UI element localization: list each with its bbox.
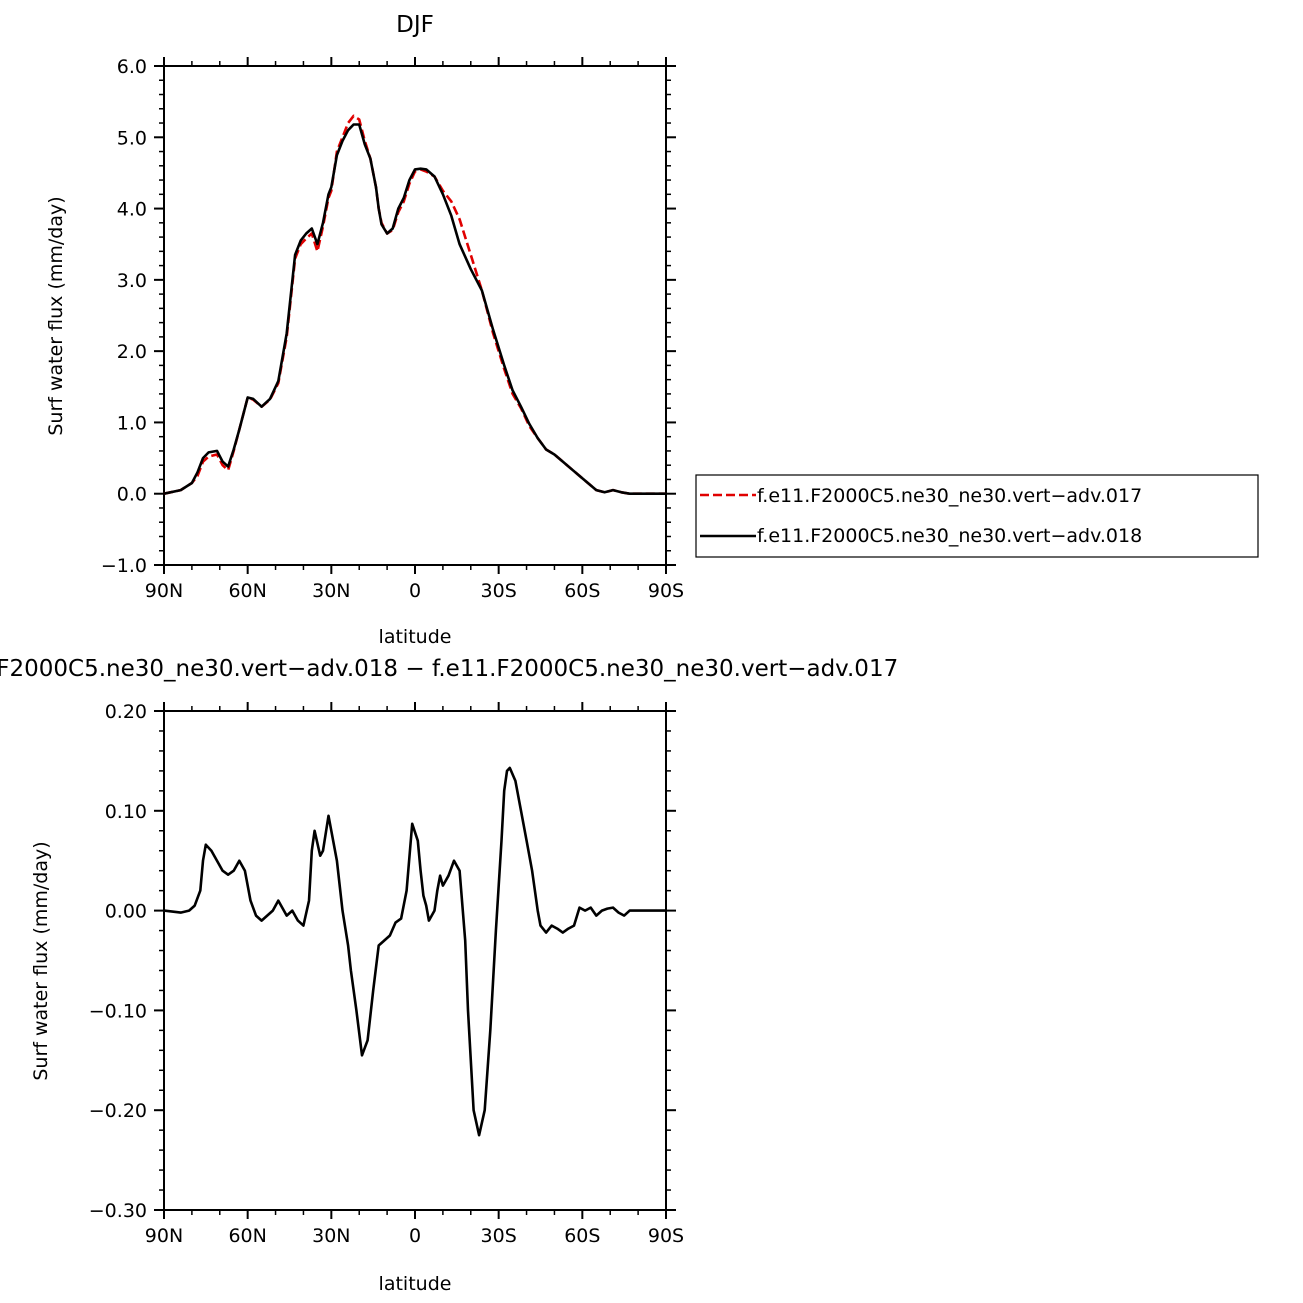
top-x-tick-label: 90N bbox=[145, 580, 183, 602]
bottom-y-tick-label: −0.10 bbox=[89, 1000, 147, 1022]
top-y-tick-label: −1.0 bbox=[101, 555, 147, 577]
top-series-lines bbox=[163, 114, 666, 495]
top-x-axis-label: latitude bbox=[379, 626, 452, 648]
top-y-tick-label: 3.0 bbox=[117, 270, 147, 292]
top-y-tick-label: 2.0 bbox=[117, 341, 147, 363]
bottom-series-line bbox=[163, 766, 666, 1137]
legend-box bbox=[695, 474, 1259, 558]
top-chart-title: DJF bbox=[396, 12, 434, 38]
top-x-tick-label: 60N bbox=[228, 580, 266, 602]
top-axes: 90N 60N 30N 0 30S 60S 90S −1.0 0.0 1.0 2.0 3.0 4.0 5.… bbox=[101, 56, 684, 602]
top-x-tick-label: 0 bbox=[409, 580, 421, 602]
bottom-series-line-0 bbox=[163, 766, 666, 1137]
bottom-plot-frame bbox=[163, 710, 667, 1211]
bottom-y-tick-label: −0.30 bbox=[89, 1200, 147, 1222]
top-y-tick-label: 1.0 bbox=[117, 412, 147, 434]
bottom-y-tick-label: 0.10 bbox=[105, 801, 147, 823]
legend: f.e11.F2000C5.ne30_ne30.vert−adv.017 f.e… bbox=[695, 474, 1259, 558]
bottom-chart-title: f.e11.F2000C5.ne30_ne30.vert−adv.018 − f… bbox=[0, 656, 898, 682]
bottom-x-tick-label: 30N bbox=[312, 1225, 350, 1247]
top-series-line-1 bbox=[163, 123, 666, 495]
bottom-y-tick-label: 0.20 bbox=[105, 701, 147, 723]
bottom-y-tick-label: −0.20 bbox=[89, 1100, 147, 1122]
bottom-y-tick-label: 0.00 bbox=[105, 901, 147, 923]
top-plot-frame bbox=[163, 65, 667, 566]
legend-label-018: f.e11.F2000C5.ne30_ne30.vert−adv.018 bbox=[757, 525, 1142, 547]
bottom-x-tick-label: 90N bbox=[145, 1225, 183, 1247]
bottom-x-tick-label: 60N bbox=[228, 1225, 266, 1247]
top-y-tick-label: 5.0 bbox=[117, 127, 147, 149]
top-x-tick-label: 30S bbox=[481, 580, 517, 602]
bottom-y-axis-label: Surf water flux (mm/day) bbox=[30, 841, 52, 1080]
top-panel: DJF 90N 60N 30N 0 30S 60S 90S −1.0 0.0 1.0 2.0 3.0 4… bbox=[45, 12, 684, 648]
top-y-tick-label: 6.0 bbox=[117, 56, 147, 78]
top-x-tick-label: 90S bbox=[648, 580, 684, 602]
top-x-tick-label: 30N bbox=[312, 580, 350, 602]
bottom-x-axis-label: latitude bbox=[379, 1273, 452, 1295]
bottom-x-tick-label: 90S bbox=[648, 1225, 684, 1247]
bottom-x-tick-label: 60S bbox=[564, 1225, 600, 1247]
top-y-tick-label: 4.0 bbox=[117, 199, 147, 221]
top-y-axis-label: Surf water flux (mm/day) bbox=[45, 196, 67, 435]
bottom-axes: 90N 60N 30N 0 30S 60S 90S −0.30 −0.20 −0.10 0.00 0.… bbox=[89, 701, 684, 1247]
bottom-x-tick-label: 0 bbox=[409, 1225, 421, 1247]
top-x-tick-label: 60S bbox=[564, 580, 600, 602]
top-series-line-0 bbox=[163, 114, 666, 495]
top-y-tick-label: 0.0 bbox=[117, 484, 147, 506]
bottom-x-tick-label: 30S bbox=[481, 1225, 517, 1247]
bottom-panel: f.e11.F2000C5.ne30_ne30.vert−adv.018 − f… bbox=[0, 656, 898, 1295]
legend-label-017: f.e11.F2000C5.ne30_ne30.vert−adv.017 bbox=[757, 485, 1142, 507]
